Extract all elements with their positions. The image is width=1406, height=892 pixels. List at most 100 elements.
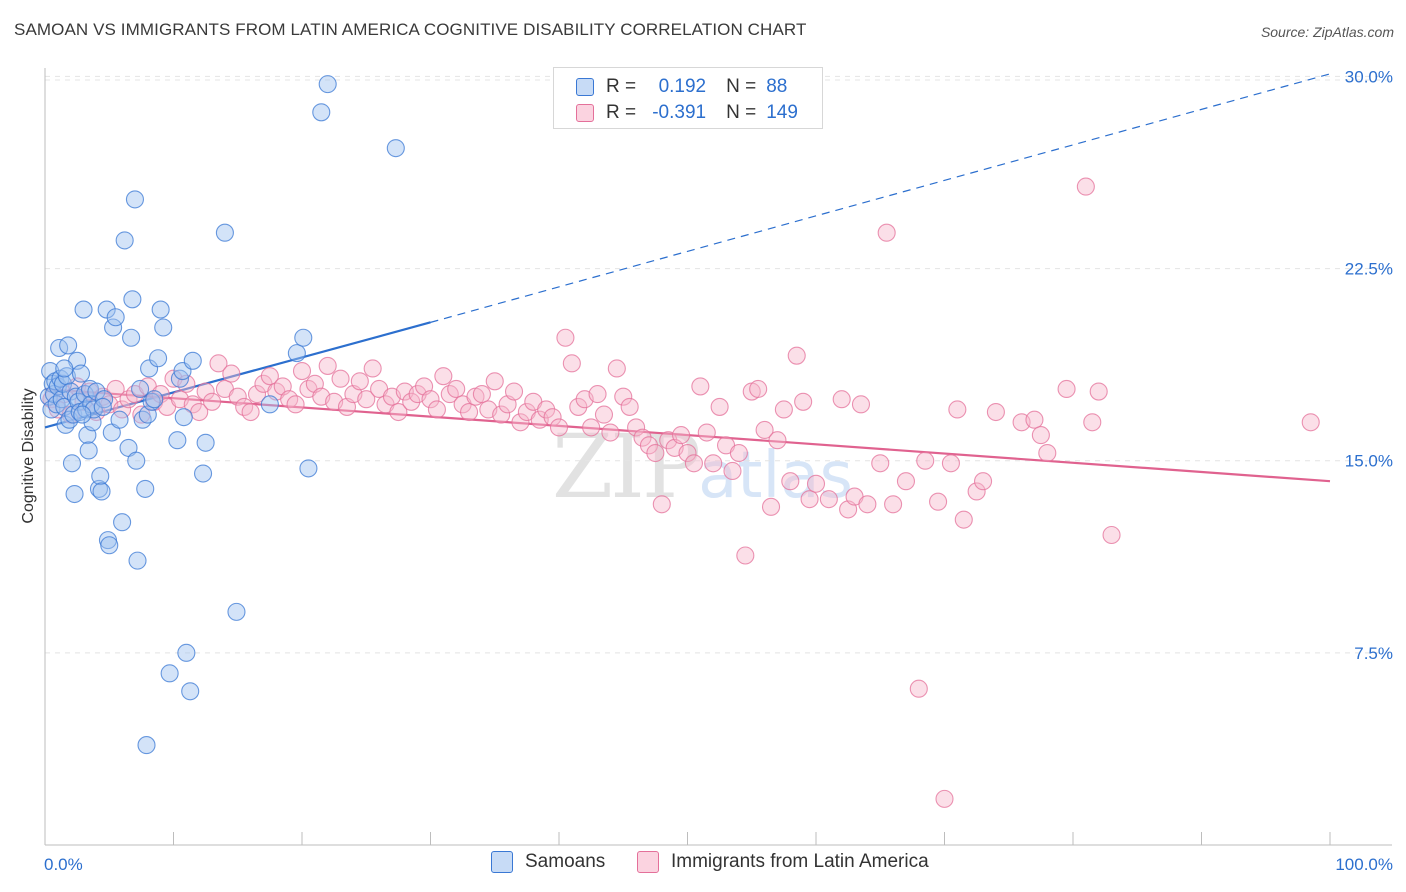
latin-point: [492, 405, 511, 424]
latin-point: [222, 364, 241, 383]
samoan-point: [154, 318, 173, 337]
n-value: 149: [766, 102, 798, 123]
y-tick-label: 15.0%: [1345, 452, 1393, 471]
latin-point: [1301, 413, 1320, 432]
latin-point: [652, 495, 671, 514]
samoan-point: [137, 736, 156, 755]
samoan-point: [83, 413, 102, 432]
latin-point: [543, 408, 562, 427]
latin-point: [183, 395, 202, 414]
source-label: Source: ZipAtlas.com: [1260, 24, 1394, 40]
chart-title: SAMOAN VS IMMIGRANTS FROM LATIN AMERICA …: [14, 20, 807, 39]
latin-point: [582, 418, 601, 437]
latin-point: [704, 454, 723, 473]
latin-point: [292, 361, 312, 381]
latin-point: [858, 495, 877, 514]
latin-point: [1076, 177, 1095, 196]
legend-item-samoans[interactable]: Samoans: [491, 851, 605, 873]
samoan-point: [62, 454, 82, 473]
latin-point: [929, 492, 948, 511]
legend-row-latin: R = -0.391 N = 149: [576, 101, 798, 125]
samoan-point: [89, 479, 109, 498]
samoan-point: [75, 385, 94, 404]
latin-point: [588, 385, 607, 404]
n-label: N =: [726, 102, 757, 123]
latin-point: [459, 402, 479, 422]
samoan-point: [136, 479, 155, 498]
samoan-point: [115, 231, 134, 250]
axis-labels: 7.5% 15.0% 22.5% 30.0% 0.0% 100.0% Cognitive D…: [20, 67, 1393, 874]
latin-point: [447, 379, 466, 399]
r-value: -0.391: [652, 102, 707, 123]
latin-point: [318, 356, 337, 375]
samoan-point: [92, 482, 111, 501]
latin-point: [806, 474, 826, 493]
samoan-point: [181, 682, 200, 701]
samoan-point: [59, 336, 78, 355]
data-points: [39, 75, 1320, 808]
latin-point: [691, 377, 710, 396]
latin-point: [639, 436, 659, 455]
latin-point: [896, 472, 916, 491]
latin-legend-label: Immigrants from Latin America: [671, 851, 929, 872]
samoans-swatch: [576, 78, 594, 96]
legend-row-samoans: R = 0.192 N = 88: [576, 75, 787, 99]
latin-point: [781, 472, 800, 491]
latin-point: [504, 382, 524, 401]
samoan-point: [74, 300, 93, 319]
latin-point: [1089, 382, 1108, 401]
legend-item-latin[interactable]: Immigrants from Latin America: [637, 851, 929, 873]
samoans-legend-label: Samoans: [525, 851, 606, 872]
samoan-point: [294, 328, 313, 347]
latin-point: [614, 387, 633, 406]
latin-point: [363, 359, 382, 378]
latin-point: [794, 392, 813, 411]
latin-point: [511, 413, 530, 432]
r-value: 0.192: [658, 76, 707, 97]
latin-point: [331, 369, 350, 388]
latin-point: [569, 397, 588, 416]
latin-point: [594, 405, 614, 424]
x-tick-label: 0.0%: [44, 855, 83, 874]
r-label: R =: [606, 76, 637, 97]
samoan-point: [61, 382, 80, 401]
samoan-point: [113, 513, 132, 532]
latin-point: [761, 497, 781, 516]
samoan-point: [145, 390, 164, 409]
trend-lines: [44, 73, 1331, 483]
samoan-point: [106, 308, 125, 327]
latin-point: [941, 454, 960, 473]
latin-point: [286, 395, 305, 414]
latin-point: [1025, 410, 1044, 429]
r-label: R =: [606, 102, 637, 123]
latin-point: [787, 346, 806, 365]
latin-point: [884, 495, 903, 514]
samoan-point: [168, 431, 187, 450]
latin-point: [556, 328, 575, 347]
samoan-point: [227, 602, 246, 621]
grid-lines: [45, 75, 1390, 654]
latin-point: [627, 418, 646, 437]
y-axis-title: Cognitive Disability: [20, 388, 37, 523]
latin-point: [1057, 379, 1076, 399]
samoan-point: [149, 349, 168, 368]
samoan-point: [79, 441, 98, 460]
latin-point: [819, 490, 838, 509]
samoan-point: [93, 397, 112, 416]
latin-point: [954, 510, 973, 529]
latin-point: [684, 454, 703, 473]
y-tick-label: 22.5%: [1345, 260, 1393, 279]
latin-point: [241, 402, 260, 422]
latin-point: [485, 372, 504, 391]
latin-trend-line: [44, 387, 1331, 483]
samoan-point: [122, 328, 141, 347]
latin-point: [389, 402, 408, 422]
samoan-point: [100, 536, 119, 555]
samoan-point: [318, 75, 337, 94]
latin-point: [736, 546, 755, 565]
latin-point: [1031, 426, 1050, 445]
axes: [44, 68, 1392, 846]
latin-point: [986, 402, 1005, 422]
samoan-point: [140, 359, 159, 378]
latin-point: [877, 223, 896, 242]
